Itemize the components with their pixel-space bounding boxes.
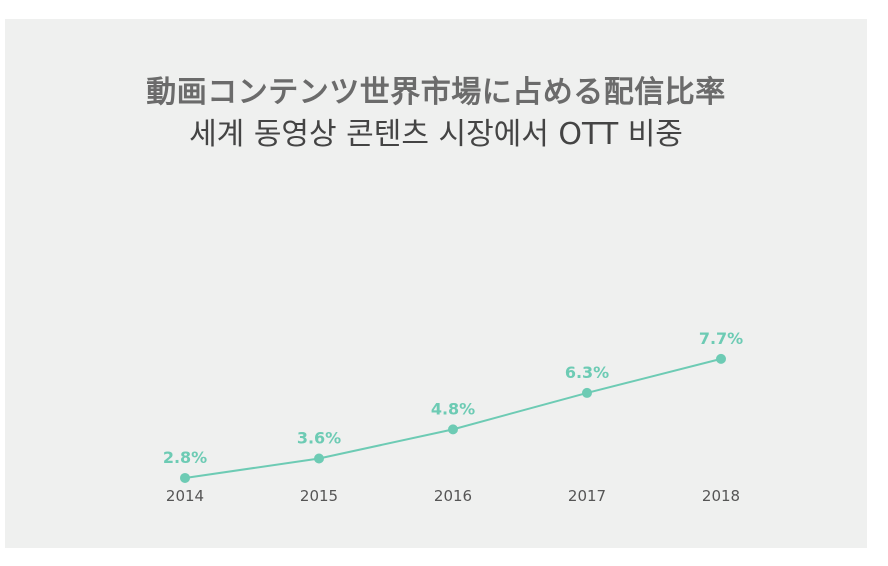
x-tick-label: 2016 [434, 487, 472, 505]
data-point [716, 353, 726, 364]
data-label: 2.8% [163, 448, 207, 467]
chart-title: 動画コンテンツ世界市場に占める配信比率 [146, 75, 726, 110]
line-chart: 2.8% 2014 3.6% 2015 4.8% 2016 6.3% 2017 7.7% 2018 [163, 329, 743, 505]
x-tick-label: 2017 [568, 487, 606, 505]
series-line [184, 357, 722, 479]
data-point [582, 387, 592, 398]
data-label: 6.3% [565, 363, 609, 382]
x-tick-label: 2018 [702, 487, 740, 505]
x-tick-label: 2015 [300, 487, 338, 505]
data-label: 7.7% [699, 329, 743, 348]
data-point [180, 472, 190, 483]
chart-subtitle: 세계 동영상 콘텐츠 시장에서 OTT 비중 [189, 117, 683, 152]
data-point [448, 424, 458, 435]
data-label: 4.8% [431, 399, 475, 418]
x-tick-label: 2014 [166, 487, 204, 505]
chart-card: 動画コンテンツ世界市場に占める配信比率 세계 동영상 콘텐츠 시장에서 OTT … [5, 19, 867, 548]
data-point [314, 453, 324, 464]
data-label: 3.6% [297, 429, 341, 448]
